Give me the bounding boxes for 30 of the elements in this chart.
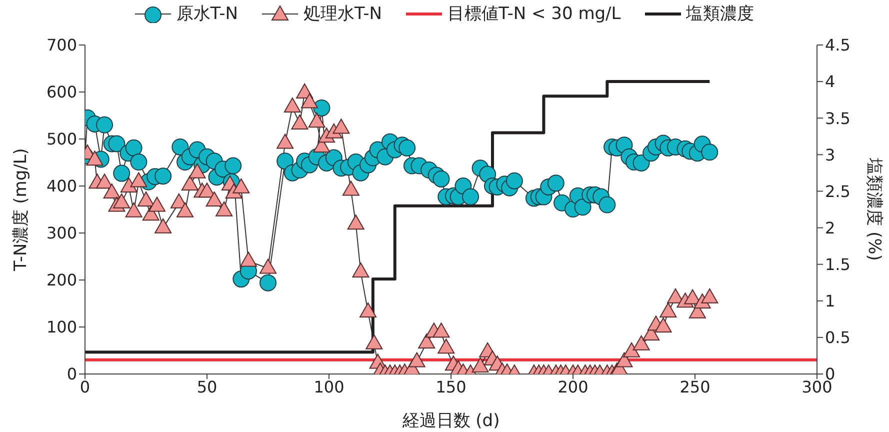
x-tick-label: 250 bbox=[680, 377, 710, 396]
y-tick-label: 100 bbox=[46, 318, 77, 337]
y2-tick-label: 3.5 bbox=[825, 108, 850, 128]
y2-tick-label: 1.5 bbox=[825, 255, 850, 274]
y-tick-label: 0 bbox=[66, 364, 77, 384]
x-axis-title: 経過日数 (d) bbox=[401, 411, 500, 431]
x-tick-label: 0 bbox=[80, 377, 90, 396]
y2-axis-title: 塩類濃度 (%) bbox=[864, 157, 884, 261]
y-tick-label: 200 bbox=[46, 270, 77, 290]
y2-tick-label: 4.5 bbox=[825, 36, 850, 55]
legend-label: 目標値T-N < 30 mg/L bbox=[446, 3, 621, 25]
y2-tick-label: 4 bbox=[825, 72, 836, 92]
y-tick-label: 500 bbox=[46, 130, 77, 149]
x-tick-label: 100 bbox=[314, 377, 344, 396]
y2-tick-label: 1 bbox=[825, 292, 836, 311]
y2-tick-label: 0.5 bbox=[825, 328, 850, 348]
legend-label: 処理水T-N bbox=[302, 3, 382, 25]
y-tick-label: 300 bbox=[46, 224, 77, 243]
y-tick-label: 600 bbox=[46, 82, 77, 102]
y2-tick-label: 3 bbox=[825, 145, 836, 164]
y-tick-label: 700 bbox=[46, 36, 77, 55]
x-tick-label: 150 bbox=[436, 377, 466, 396]
y2-tick-label: 2.5 bbox=[825, 182, 850, 201]
legend-label: 塩類濃度 bbox=[685, 3, 754, 25]
legend-label: 原水T-N bbox=[175, 3, 238, 25]
y-axis-title: T-N濃度 (mg/L) bbox=[11, 148, 32, 272]
x-tick-label: 50 bbox=[196, 377, 218, 396]
y2-tick-label: 2 bbox=[825, 218, 836, 238]
y-tick-label: 400 bbox=[46, 176, 77, 196]
x-tick-label: 200 bbox=[558, 377, 588, 396]
